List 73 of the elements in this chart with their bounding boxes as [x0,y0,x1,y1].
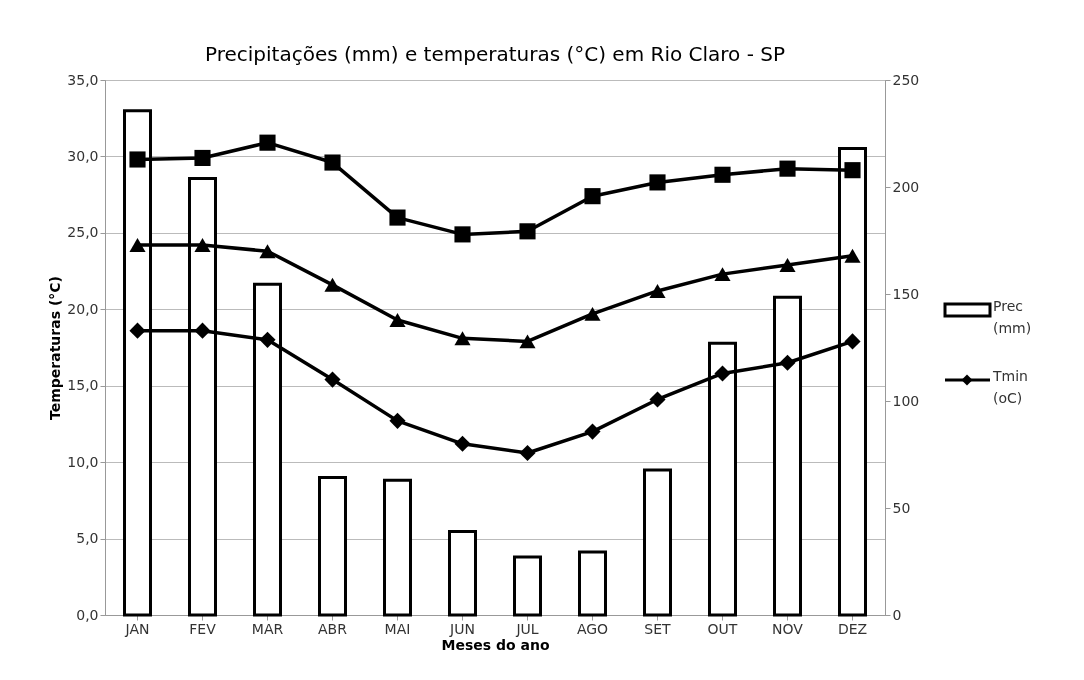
point [714,166,731,183]
x-tick-label: JUL [515,620,539,637]
bar [513,555,542,617]
y-tick-label: 10,0 [67,453,99,470]
y-tick-label: 15,0 [67,377,99,394]
y2-tick-label: 150 [892,285,920,302]
x-tick-label: OUT [707,620,738,637]
point [779,160,796,177]
point [454,435,471,452]
y-tick-label: 25,0 [67,224,99,241]
x-axis-title: Meses do ano [441,636,550,653]
x-tick-label: JAN [124,620,150,637]
point [519,334,536,349]
point [129,238,146,253]
point [129,151,146,168]
point [389,412,406,429]
point [194,149,211,167]
point [194,238,211,253]
point [584,306,601,321]
x-tick-label: FEV [189,620,217,637]
point [714,267,731,282]
y-tick-label: 0,0 [76,606,99,623]
point [779,257,796,272]
point [519,444,536,462]
chart-title: Precipitações (mm) e temperaturas (°C) em Rio Claro - SP [204,42,786,66]
point [584,188,601,205]
point [259,331,276,348]
point [519,223,536,240]
point [649,391,666,408]
y-tick-label: 20,0 [67,300,99,317]
point [714,365,731,382]
bar [448,530,477,617]
point [779,354,796,371]
bar [578,550,607,617]
x-tick-label: MAI [384,620,411,637]
x-tick-label: NOV [772,620,804,637]
bar [643,468,672,617]
x-tick-label: DEZ [837,620,868,637]
x-tick-label: SET [644,620,672,637]
y2-tick-label: 50 [892,499,911,516]
point [324,277,341,292]
point [584,423,601,440]
x-tick-label: MAR [251,620,284,637]
legend-label: Prec (mm) [993,298,1032,337]
bar [318,475,347,617]
point [389,209,406,226]
y2-tick-label: 250 [892,71,920,88]
y-tick-label: 5,0 [76,530,99,547]
y2-tick-label: 100 [892,392,920,409]
point [844,162,861,179]
point [389,313,406,327]
point [454,331,471,346]
point [844,333,861,350]
point [259,134,276,151]
point [649,174,666,191]
y2-tick-label: 0 [892,606,902,623]
point [649,283,666,298]
x-tick-label: AGO [576,620,609,637]
bar [383,478,412,617]
point [324,371,341,388]
point [129,322,146,339]
point [194,322,211,339]
point [324,154,341,171]
x-tick-label: JUN [449,620,475,637]
point [454,226,471,243]
point [844,248,861,263]
y-tick-label: 30,0 [67,147,99,164]
y-tick-label: 35,0 [67,71,99,88]
x-tick-label: ABR [318,620,348,637]
y-axis-title: Temperaturas (°C) [47,276,64,420]
legend-label: Tmin (oC) [992,368,1028,407]
point [259,244,276,259]
y2-tick-label: 200 [892,178,920,195]
